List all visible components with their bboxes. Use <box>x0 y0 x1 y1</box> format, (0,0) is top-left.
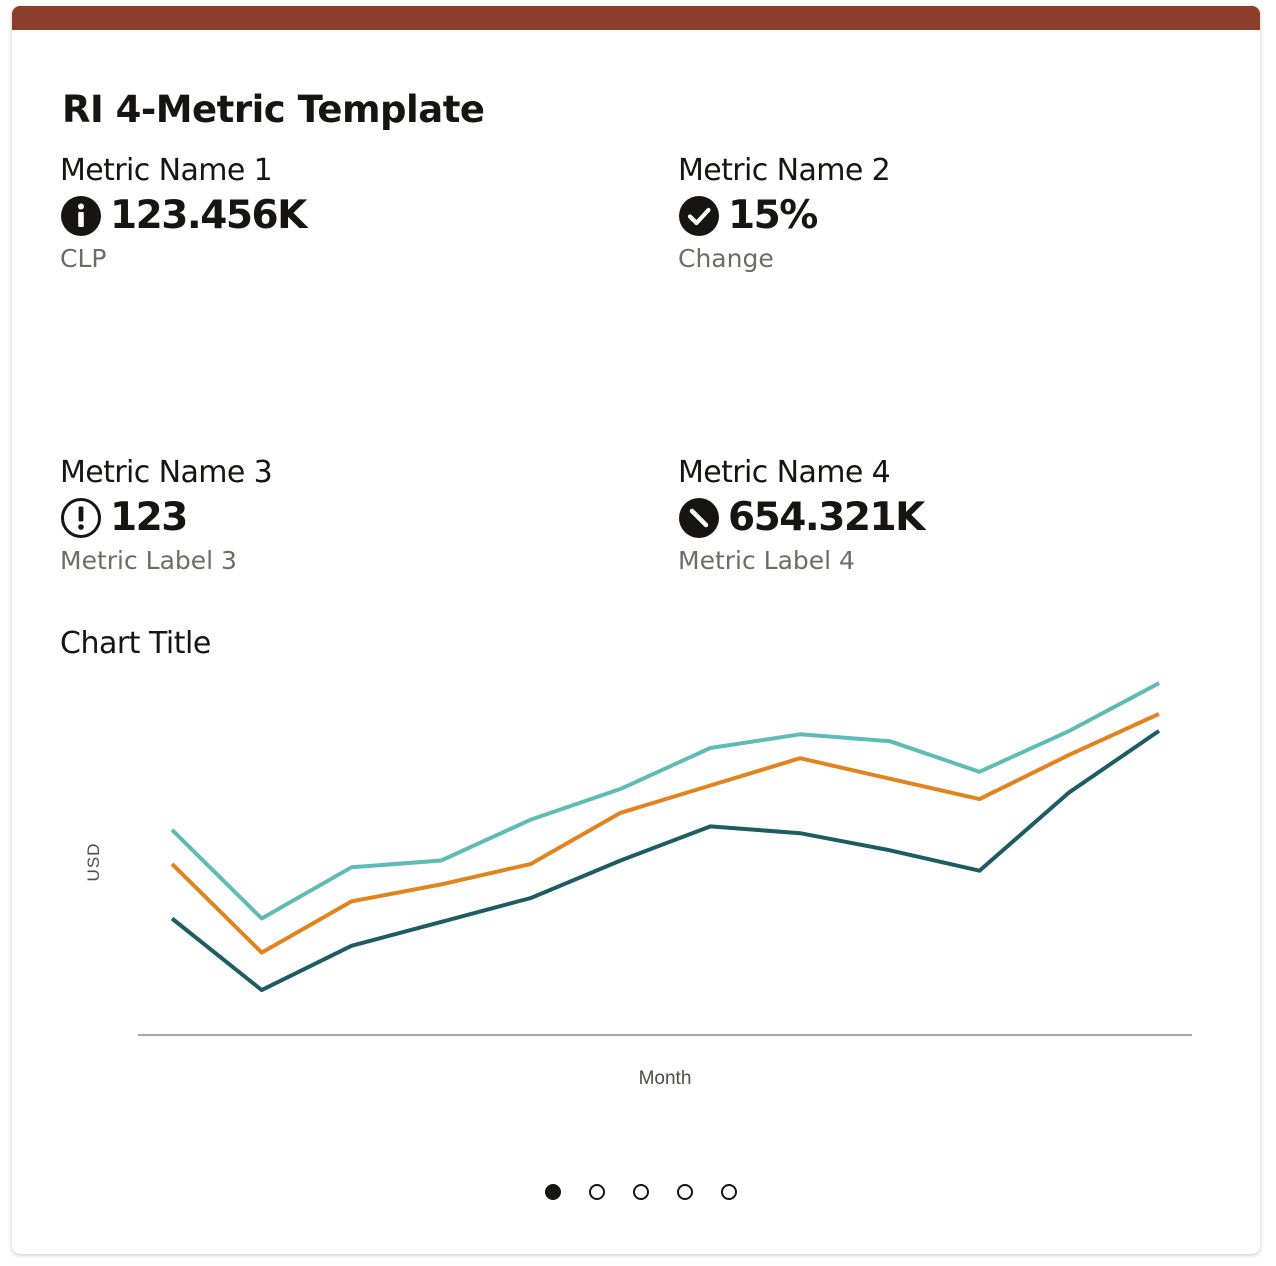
metric-value: 15% <box>728 193 818 238</box>
chart-series-group <box>170 681 1161 993</box>
metric-value: 123.456K <box>110 193 307 238</box>
metric-card: RI 4-Metric Template Metric Name 1 123.4… <box>12 6 1260 1254</box>
check-circle-icon <box>678 195 720 237</box>
info-icon <box>60 195 102 237</box>
card-title: RI 4-Metric Template <box>62 88 485 131</box>
metric-1: Metric Name 1 123.456K CLP <box>60 154 600 274</box>
metric-name: Metric Name 4 <box>678 455 891 490</box>
pagination-dot-3[interactable] <box>633 1184 649 1200</box>
metric-name: Metric Name 1 <box>60 153 273 188</box>
chart-title: Chart Title <box>60 626 211 661</box>
series-line-2 <box>170 712 1160 955</box>
line-chart: Month USD <box>84 681 1192 1089</box>
metric-2: Metric Name 2 15% Change <box>678 154 1218 274</box>
metric-label: Metric Label 4 <box>678 546 855 575</box>
metric-name: Metric Name 3 <box>60 455 273 490</box>
card-accent-bar <box>12 6 1260 30</box>
pagination-dot-2[interactable] <box>589 1184 605 1200</box>
pagination-dot-4[interactable] <box>677 1184 693 1200</box>
metric-value: 123 <box>110 495 188 540</box>
pagination-dots <box>12 1184 1260 1200</box>
series-line-3 <box>170 729 1161 993</box>
x-axis-label: Month <box>639 1068 692 1089</box>
pagination-dot-5[interactable] <box>721 1184 737 1200</box>
metric-label: Change <box>678 244 774 273</box>
metric-4: Metric Name 4 654.321K Metric Label 4 <box>678 456 1218 576</box>
metric-value: 654.321K <box>728 495 925 540</box>
pagination-dot-1[interactable] <box>545 1184 561 1200</box>
metric-3: Metric Name 3 123 Metric Label 3 <box>60 456 600 576</box>
metric-label: Metric Label 3 <box>60 546 237 575</box>
metric-name: Metric Name 2 <box>678 153 891 188</box>
warning-icon <box>60 497 102 539</box>
metric-label: CLP <box>60 244 107 273</box>
y-axis-label: USD <box>84 843 103 882</box>
blocked-icon <box>678 497 720 539</box>
series-line-1 <box>170 681 1160 921</box>
